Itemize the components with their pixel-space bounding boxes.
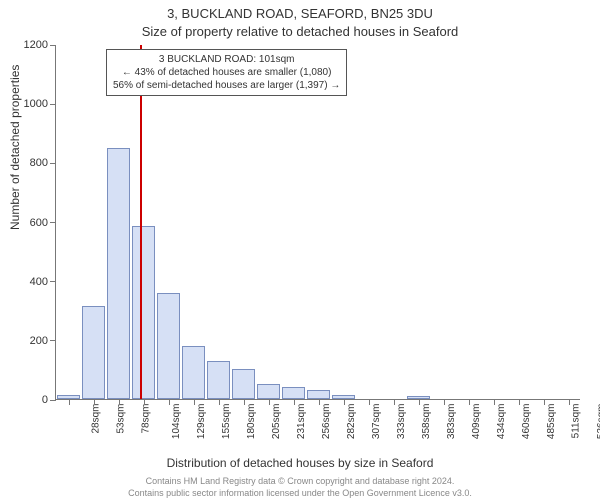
annotation-line2: ← 43% of detached houses are smaller (1,… xyxy=(113,66,340,79)
y-tick-label: 200 xyxy=(16,335,48,347)
x-tick xyxy=(494,399,495,405)
x-tick xyxy=(194,399,195,405)
x-tick-label: 460sqm xyxy=(521,404,532,440)
x-tick xyxy=(344,399,345,405)
x-tick xyxy=(294,399,295,405)
x-tick xyxy=(244,399,245,405)
x-tick-label: 282sqm xyxy=(346,404,357,440)
histogram-bar xyxy=(257,384,281,399)
x-tick-label: 409sqm xyxy=(471,404,482,440)
x-tick-label: 53sqm xyxy=(115,404,126,434)
x-tick xyxy=(269,399,270,405)
y-tick xyxy=(50,104,56,105)
x-tick-label: 383sqm xyxy=(446,404,457,440)
x-tick-label: 434sqm xyxy=(496,404,507,440)
y-tick xyxy=(50,281,56,282)
x-tick xyxy=(569,399,570,405)
x-tick-label: 180sqm xyxy=(246,404,257,440)
y-tick-label: 800 xyxy=(16,157,48,169)
x-tick-label: 205sqm xyxy=(271,404,282,440)
x-tick xyxy=(444,399,445,405)
bars-layer xyxy=(56,45,580,399)
histogram-bar xyxy=(182,346,206,399)
x-tick-label: 358sqm xyxy=(421,404,432,440)
x-tick xyxy=(119,399,120,405)
x-tick xyxy=(169,399,170,405)
x-tick xyxy=(319,399,320,405)
x-tick xyxy=(544,399,545,405)
x-axis-label: Distribution of detached houses by size … xyxy=(0,456,600,470)
y-tick xyxy=(50,45,56,46)
x-tick-label: 104sqm xyxy=(171,404,182,440)
x-tick xyxy=(369,399,370,405)
y-tick-label: 1000 xyxy=(16,98,48,110)
x-tick-label: 231sqm xyxy=(296,404,307,440)
y-tick-label: 400 xyxy=(16,276,48,288)
x-tick-label: 307sqm xyxy=(371,404,382,440)
histogram-bar xyxy=(82,306,106,399)
y-tick-label: 0 xyxy=(16,394,48,406)
annotation-line3: 56% of semi-detached houses are larger (… xyxy=(113,79,340,92)
x-tick xyxy=(419,399,420,405)
annotation-line1: 3 BUCKLAND ROAD: 101sqm xyxy=(113,53,340,66)
y-tick xyxy=(50,340,56,341)
histogram-bar xyxy=(207,361,231,399)
annotation-box: 3 BUCKLAND ROAD: 101sqm ← 43% of detache… xyxy=(106,49,347,96)
y-axis-label: Number of detached properties xyxy=(8,65,22,230)
histogram-bar xyxy=(307,390,331,399)
x-tick xyxy=(394,399,395,405)
chart-title: 3, BUCKLAND ROAD, SEAFORD, BN25 3DU xyxy=(0,6,600,21)
credit-line-1: Contains HM Land Registry data © Crown c… xyxy=(0,476,600,486)
chart-subtitle: Size of property relative to detached ho… xyxy=(0,24,600,39)
x-tick xyxy=(144,399,145,405)
x-tick xyxy=(94,399,95,405)
y-tick-label: 600 xyxy=(16,217,48,229)
x-tick-label: 333sqm xyxy=(396,404,407,440)
x-tick xyxy=(519,399,520,405)
marker-line xyxy=(140,45,142,399)
x-tick-label: 28sqm xyxy=(90,404,101,434)
x-tick-label: 536sqm xyxy=(596,404,600,440)
x-tick-label: 256sqm xyxy=(321,404,332,440)
x-tick xyxy=(69,399,70,405)
histogram-bar xyxy=(132,226,156,399)
x-tick-label: 129sqm xyxy=(196,404,207,440)
credit-line-2: Contains public sector information licen… xyxy=(0,488,600,498)
x-tick xyxy=(219,399,220,405)
y-tick xyxy=(50,163,56,164)
y-tick-label: 1200 xyxy=(16,39,48,51)
y-tick xyxy=(50,222,56,223)
histogram-bar xyxy=(232,369,256,399)
plot-area: 020040060080010001200 28sqm53sqm78sqm104… xyxy=(55,45,580,400)
y-tick xyxy=(50,400,56,401)
x-tick-label: 485sqm xyxy=(546,404,557,440)
histogram-bar xyxy=(157,293,181,400)
x-tick-label: 78sqm xyxy=(140,404,151,434)
histogram-bar xyxy=(282,387,306,399)
x-tick xyxy=(469,399,470,405)
x-tick-label: 511sqm xyxy=(570,404,581,439)
histogram-bar xyxy=(107,148,131,399)
x-tick-label: 155sqm xyxy=(221,404,232,440)
